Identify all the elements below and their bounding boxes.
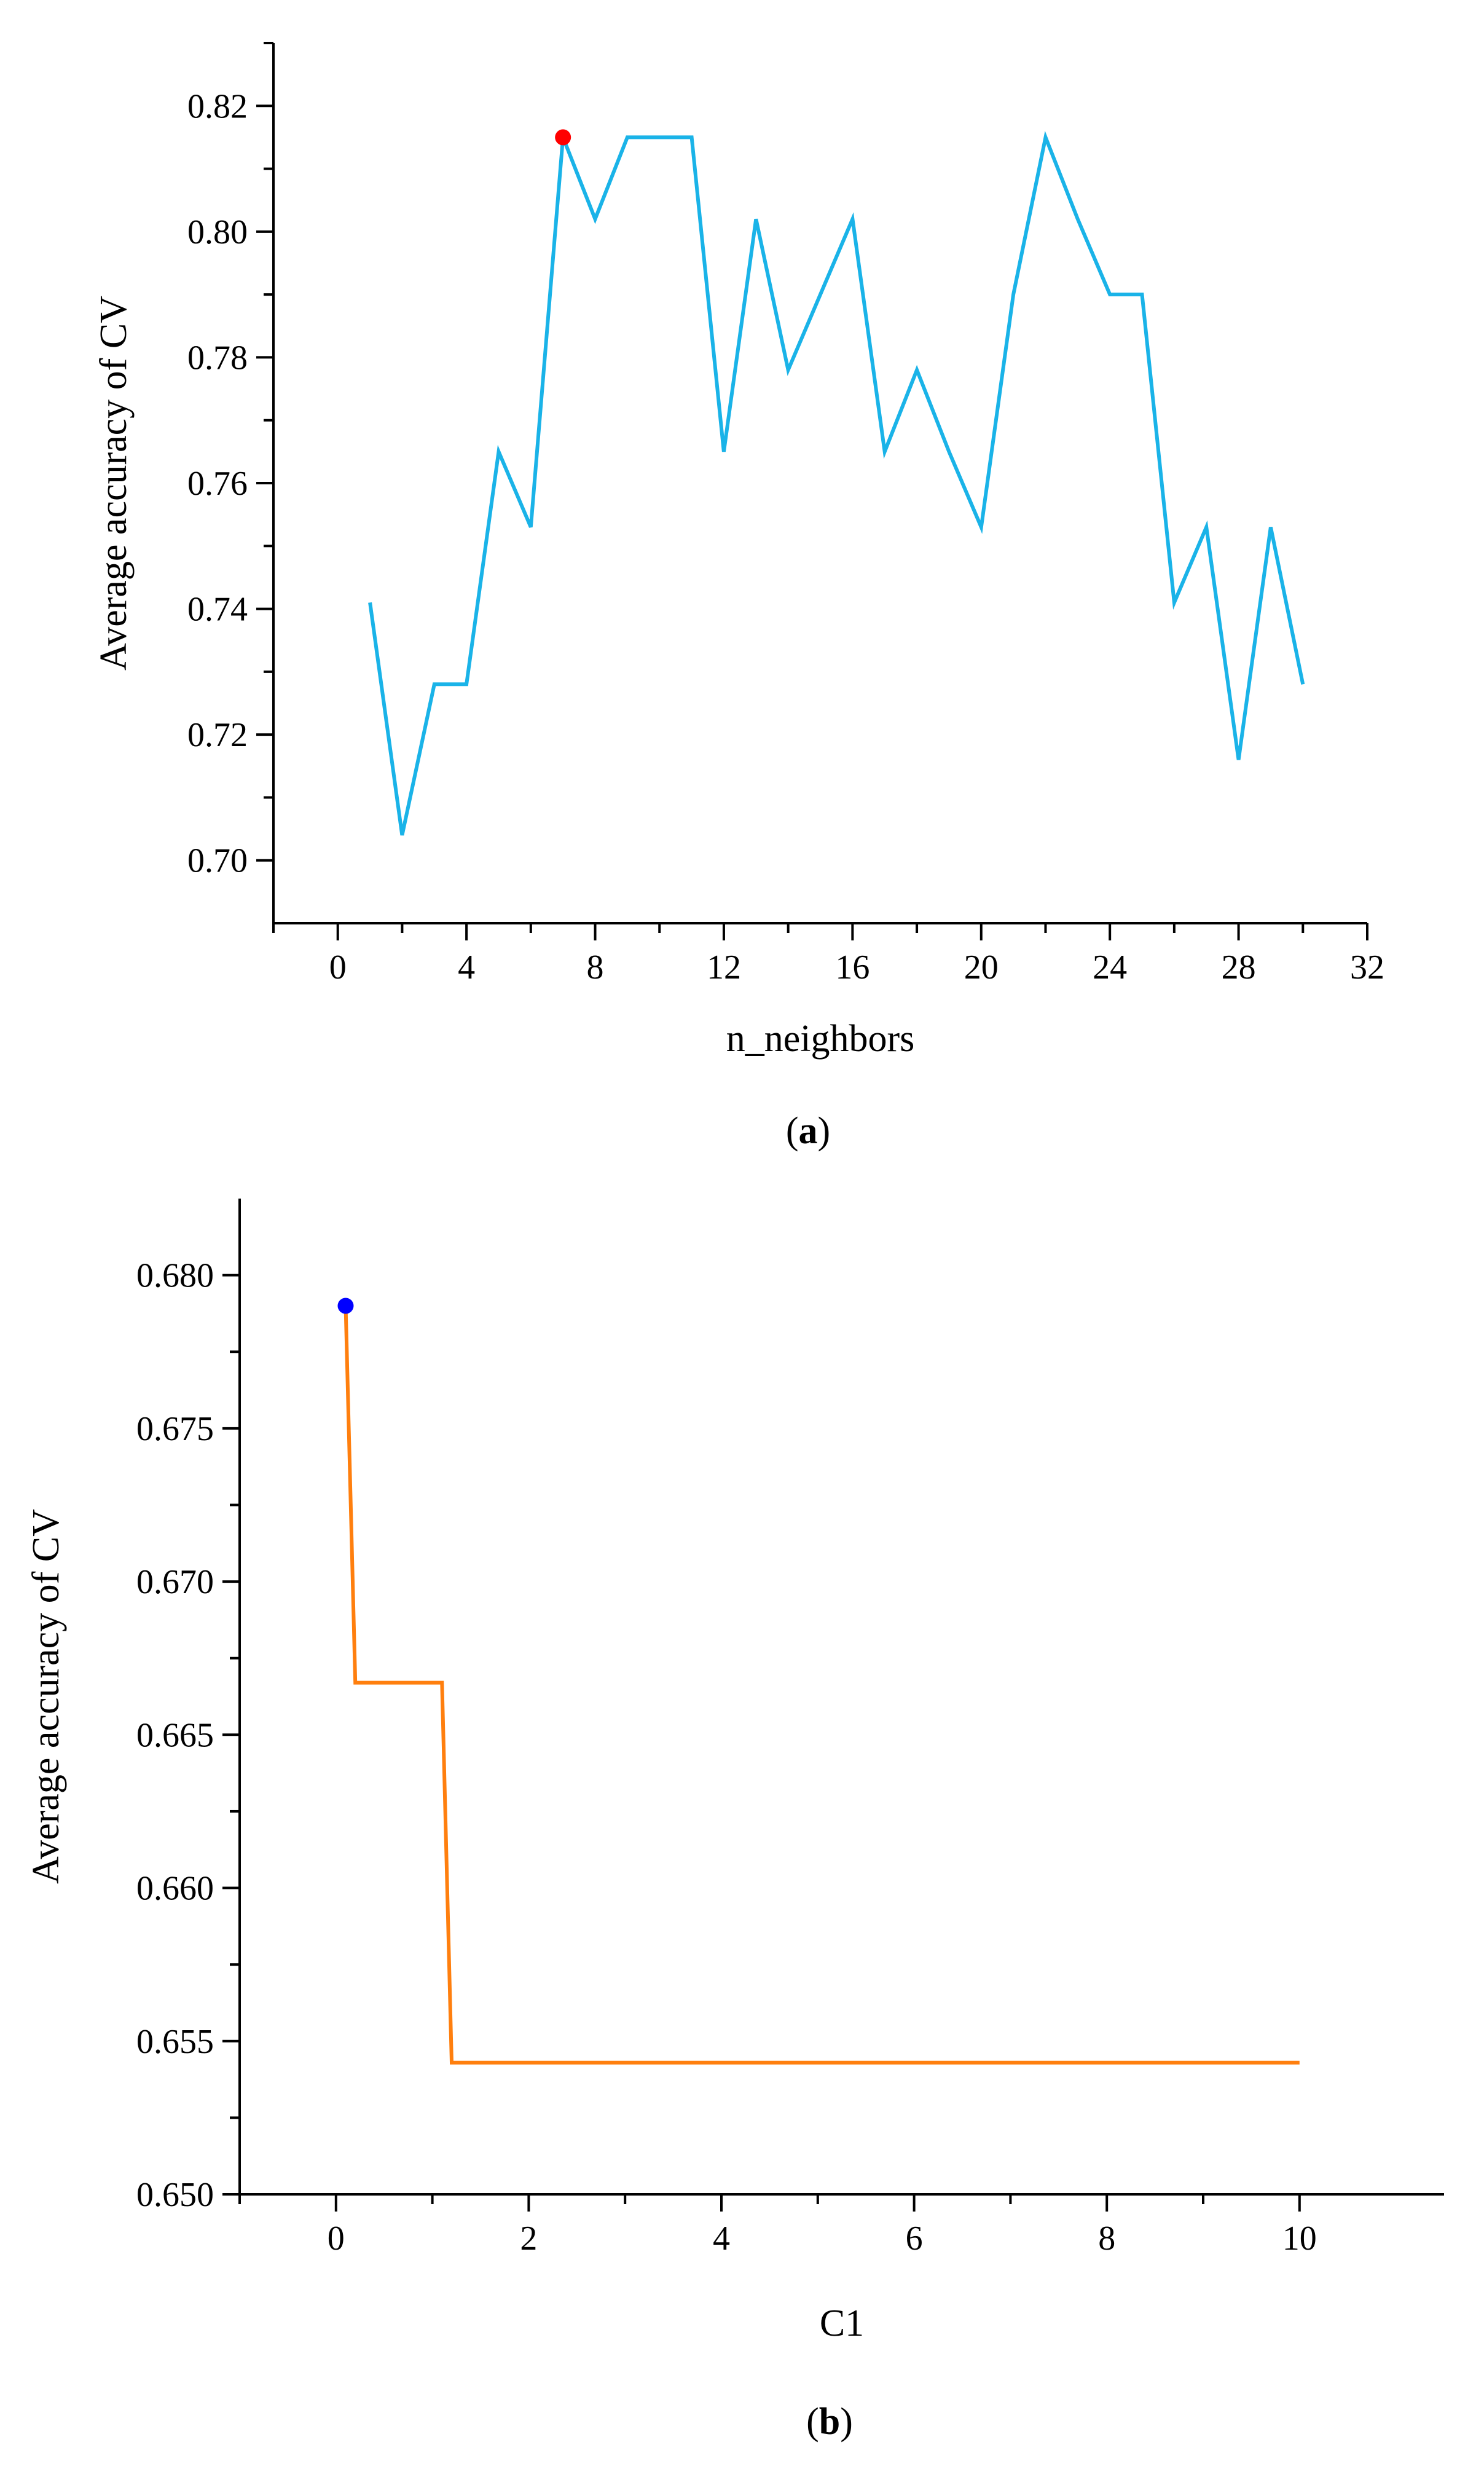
x-tick-label: 10 <box>1282 2220 1317 2258</box>
panel-label: (b) <box>806 2401 853 2443</box>
x-tick-label: 4 <box>458 948 475 987</box>
x-tick-label: 16 <box>835 948 870 987</box>
x-tick-label: 4 <box>713 2220 730 2258</box>
panel-label-close: ) <box>818 1110 831 1152</box>
x-tick-label: 0 <box>329 948 347 987</box>
y-tick-label: 0.680 <box>136 1257 214 1295</box>
panel-label-open: ( <box>806 2401 819 2443</box>
y-tick-label: 0.74 <box>187 591 248 629</box>
panel-label-letter: b <box>819 2401 840 2443</box>
panel-label-open: ( <box>786 1110 799 1152</box>
y-tick-label: 0.650 <box>136 2176 214 2214</box>
y-tick-label: 0.70 <box>187 842 248 880</box>
x-tick-label: 0 <box>328 2220 345 2258</box>
x-axis-label: n_neighbors <box>726 1018 915 1060</box>
y-axis-label: Average accuracy of CV <box>25 1509 67 1884</box>
y-tick-label: 0.670 <box>136 1563 214 1601</box>
x-tick-label: 12 <box>707 948 741 987</box>
y-tick-label: 0.76 <box>187 465 248 503</box>
x-tick-label: 8 <box>587 948 604 987</box>
y-axis-label: Average accuracy of CV <box>93 296 135 671</box>
y-tick-label: 0.660 <box>136 1870 214 1908</box>
x-tick-label: 8 <box>1098 2220 1115 2258</box>
series-line <box>344 1306 1300 2065</box>
y-tick-label: 0.80 <box>187 213 248 251</box>
y-tick-label: 0.82 <box>187 87 248 125</box>
chart-panel-a: 0 4 8 12 16 20 24 28 32 0.70 0.72 0.74 0.76 0.78 0.80 0… <box>93 42 1384 1152</box>
y-tick-label: 0.655 <box>136 2023 214 2061</box>
panel-label-letter: a <box>799 1110 818 1152</box>
chart-panel-b: 0 2 4 6 8 10 0.650 0.655 0.660 0.665 0.670 0.675 0.6… <box>25 1199 1444 2443</box>
optimum-marker <box>555 129 571 146</box>
y-tick-label: 0.72 <box>187 716 248 754</box>
x-tick-label: 2 <box>520 2220 537 2258</box>
x-tick-label: 6 <box>906 2220 923 2258</box>
y-tick-label: 0.78 <box>187 339 248 377</box>
x-tick-label: 32 <box>1350 948 1384 987</box>
y-tick-label: 0.665 <box>136 1716 214 1754</box>
panel-label-close: ) <box>840 2401 853 2443</box>
x-axis-label: C1 <box>820 2303 864 2344</box>
x-tick-label: 20 <box>964 948 999 987</box>
x-tick-label: 28 <box>1222 948 1256 987</box>
x-tick-label: 24 <box>1093 948 1127 987</box>
series-line <box>368 130 1305 836</box>
optimum-marker <box>337 1298 354 1314</box>
panel-label: (a) <box>786 1110 830 1152</box>
y-tick-label: 0.675 <box>136 1410 214 1448</box>
